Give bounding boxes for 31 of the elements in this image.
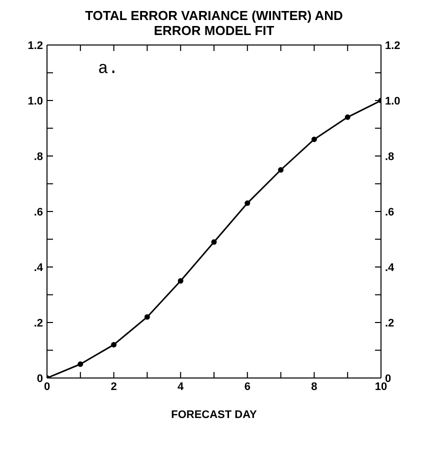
point [178, 278, 184, 284]
y2-tick-label: .2 [385, 317, 394, 330]
y-tick-label: .2 [34, 317, 43, 330]
x-tick-label: 8 [311, 380, 318, 393]
y2-tick-label: 1.2 [385, 40, 400, 52]
y-tick-label: 0 [36, 372, 43, 385]
x-tick-label: 4 [178, 380, 185, 393]
point [278, 167, 284, 173]
annotation: a. [98, 60, 118, 79]
y2-tick-label: .4 [385, 262, 396, 274]
y-tick-label: 1.2 [28, 40, 43, 52]
y2-tick-label: .6 [385, 206, 394, 218]
point [344, 114, 350, 120]
point [211, 239, 217, 245]
point [244, 200, 250, 206]
y-tick-label: .6 [34, 206, 43, 218]
x-axis-title: FORECAST DAY [171, 409, 258, 421]
chart-title: TOTAL ERROR VARIANCE (WINTER) AND ERROR MODEL FIT [84, 8, 344, 38]
y2-tick-label: 1.0 [385, 95, 400, 108]
y-tick-label: .8 [34, 150, 43, 163]
y-tick-label: .4 [34, 262, 44, 274]
point [311, 136, 317, 142]
point [78, 361, 84, 367]
y-tick-label: 1.0 [28, 95, 43, 108]
y2-tick-label: 0 [385, 372, 392, 385]
x-tick-label: 6 [244, 380, 250, 393]
x-tick-label: 10 [374, 380, 388, 393]
point [144, 314, 150, 320]
point [111, 342, 117, 348]
y2-tick-label: .8 [385, 150, 394, 163]
x-tick-label: 2 [110, 380, 117, 393]
